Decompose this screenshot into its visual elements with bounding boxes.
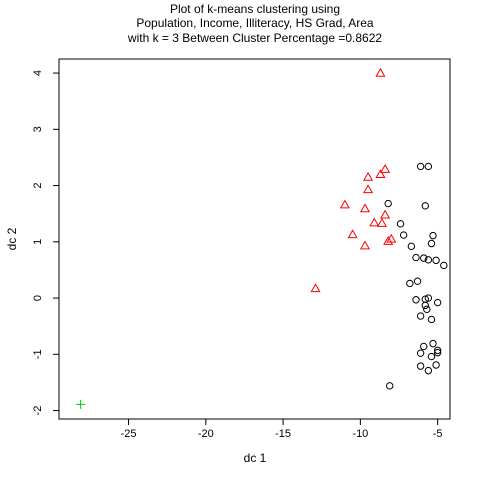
cluster-1-point — [429, 339, 437, 348]
x-tick-label: -20 — [198, 428, 214, 440]
y-tick-label: 2 — [32, 183, 44, 189]
cluster-2-point — [310, 283, 321, 293]
cluster-2-point — [375, 67, 386, 77]
cluster-1-point — [416, 312, 425, 320]
x-axis: -25 -20 -15 -10 -5 — [121, 419, 443, 440]
cluster-1-point — [427, 239, 436, 248]
cluster-1-point — [424, 256, 433, 264]
cluster-1-point — [412, 253, 420, 262]
y-axis: -2 -1 0 1 2 3 4 — [32, 70, 59, 415]
cluster-1-point — [433, 298, 442, 307]
cluster-1-point — [396, 220, 405, 228]
cluster-1-point — [420, 342, 428, 351]
cluster-1-point — [416, 162, 425, 171]
data-points — [76, 67, 448, 409]
x-tick-label: -10 — [352, 428, 368, 440]
cluster-1-point — [413, 277, 422, 285]
cluster-1-point — [432, 256, 440, 265]
cluster-1-point — [420, 254, 428, 262]
cluster-2-point — [380, 164, 391, 173]
cluster-1-point — [412, 296, 420, 304]
cluster-2-point — [339, 199, 350, 209]
cluster-1-point — [432, 361, 440, 369]
cluster-2-point — [383, 236, 394, 245]
cluster-2-point — [363, 171, 374, 181]
y-tick-label: 1 — [32, 239, 44, 245]
cluster-1-point — [424, 162, 433, 171]
cluster-2-point — [375, 169, 386, 178]
x-tick-label: -5 — [433, 428, 443, 440]
cluster-1-point — [399, 231, 408, 239]
cluster-1-point — [406, 279, 414, 288]
x-tick-label: -15 — [275, 428, 291, 440]
cluster-3-point — [76, 399, 86, 409]
cluster-1-point — [423, 305, 431, 314]
cluster-1-point — [427, 352, 436, 361]
cluster-2-point — [376, 218, 388, 227]
cluster-2-point — [359, 203, 371, 213]
cluster-1-point — [416, 362, 425, 370]
cluster-2-point — [380, 209, 391, 219]
plot-frame — [58, 58, 451, 420]
y-tick-label: 0 — [32, 295, 44, 301]
cluster-1-point — [424, 294, 433, 302]
cluster-1-point — [407, 242, 416, 251]
y-tick-label: -2 — [32, 406, 44, 416]
cluster-1-point — [433, 346, 442, 355]
cluster-2-point — [363, 184, 374, 194]
chart-title: Plot of k-means clustering using Populat… — [127, 2, 382, 45]
cluster-1-point — [424, 366, 433, 375]
cluster-2-point — [369, 217, 380, 227]
cluster-2-point — [347, 229, 358, 239]
cluster-1-point — [433, 348, 442, 357]
y-tick-label: 3 — [32, 126, 44, 132]
cluster-1-point — [421, 202, 429, 210]
cluster-1-point — [384, 199, 392, 208]
cluster-1-point — [440, 261, 448, 270]
x-tick-label: -25 — [121, 428, 137, 440]
chart-title-line-1: Plot of k-means clustering using — [170, 2, 340, 16]
cluster-2-point — [359, 240, 371, 250]
cluster-1-point — [421, 301, 429, 310]
y-axis-label: dc 2 — [5, 227, 19, 250]
chart-title-line-2: Population, Income, Illiteracy, HS Grad,… — [136, 16, 374, 30]
y-tick-label: -1 — [32, 349, 44, 359]
cluster-1-point — [416, 349, 425, 357]
cluster-2-point — [386, 233, 397, 243]
x-axis-label: dc 1 — [244, 451, 267, 465]
chart-title-line-3: with k = 3 Between Cluster Percentage =0… — [127, 31, 382, 45]
y-tick-label: 4 — [32, 70, 44, 76]
cluster-1-point — [429, 231, 437, 240]
cluster-1-point — [386, 382, 394, 390]
cluster-1-point — [427, 315, 436, 324]
